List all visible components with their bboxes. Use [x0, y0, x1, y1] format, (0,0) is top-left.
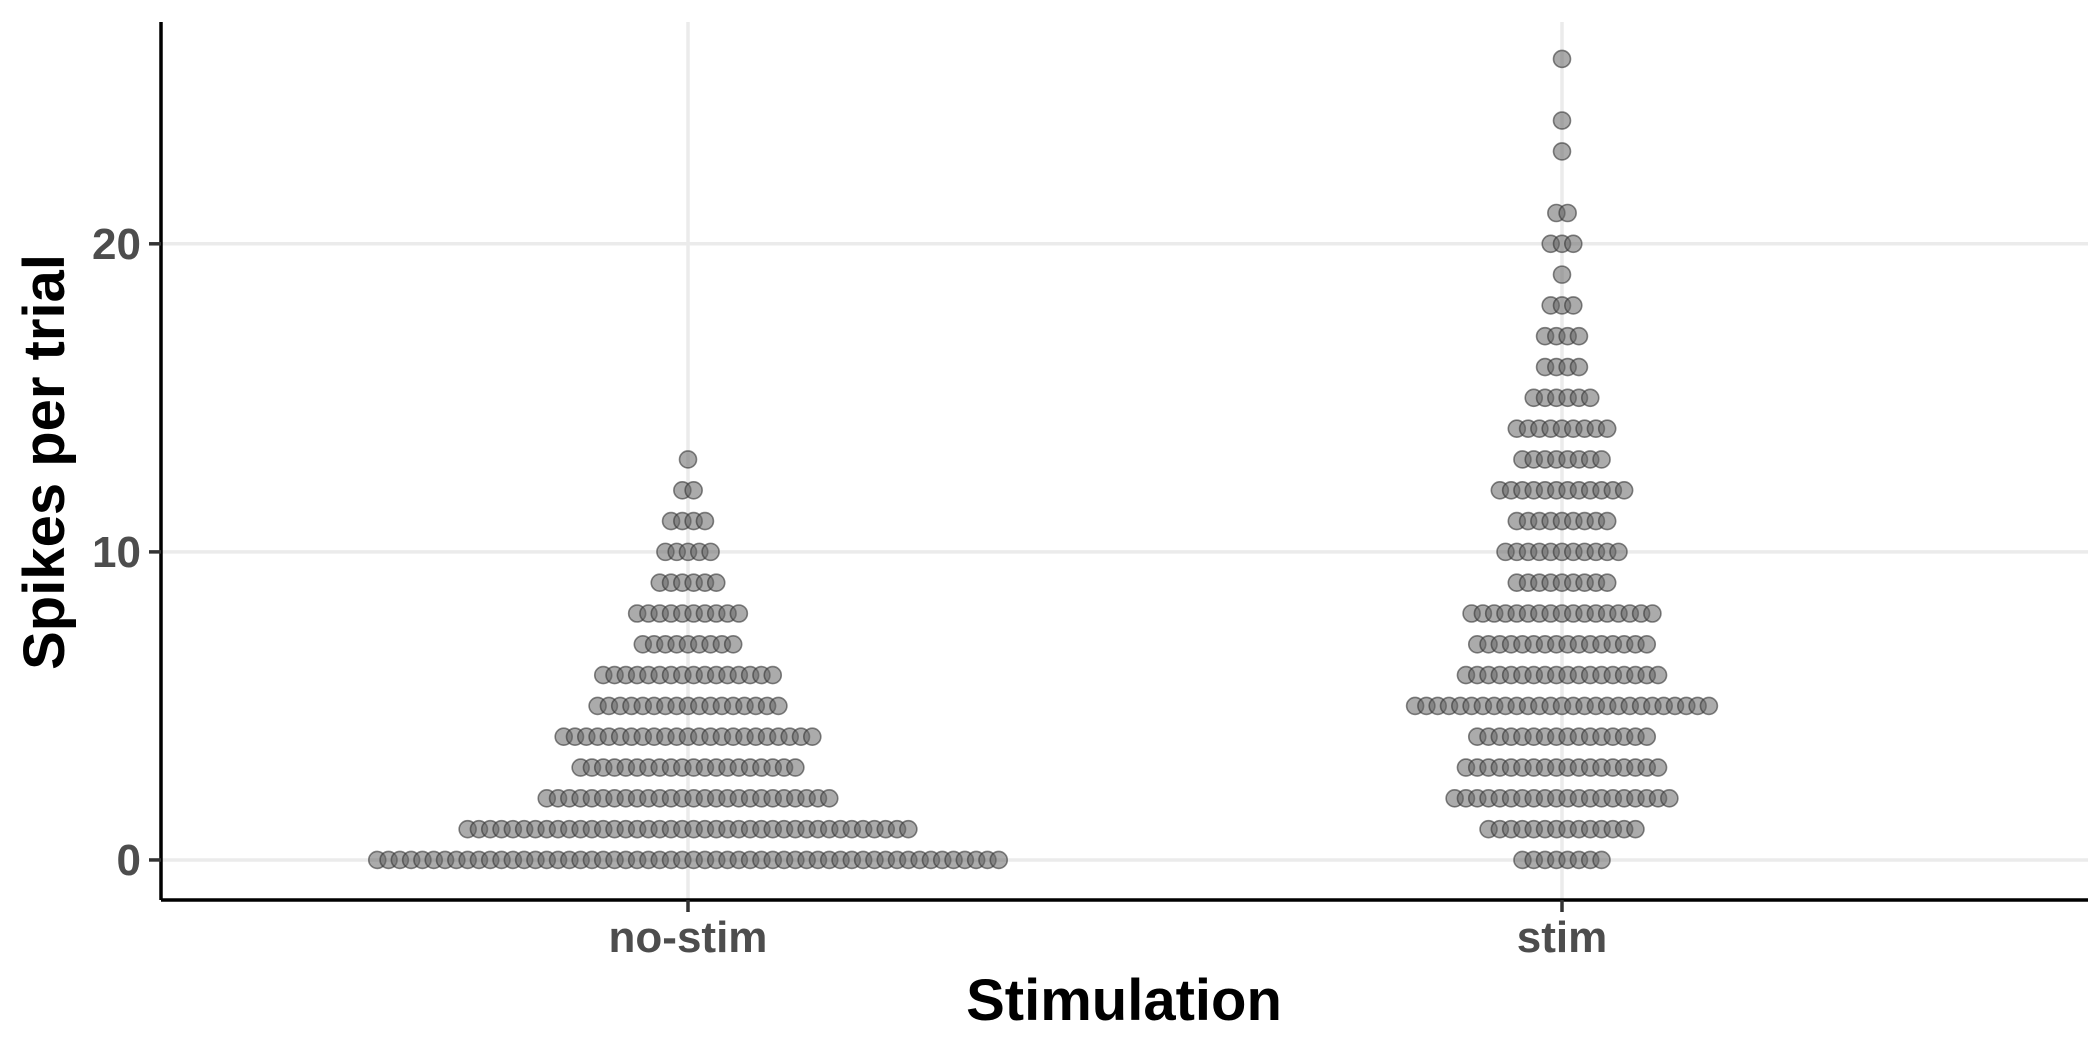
data-point [723, 634, 743, 654]
data-point [1564, 234, 1583, 254]
data-point [1597, 419, 1617, 438]
data-point [684, 480, 703, 500]
data-point [701, 542, 720, 562]
data-point [1592, 850, 1611, 870]
data-point [1637, 634, 1657, 654]
data-point [1552, 49, 1572, 69]
x-axis-ticks: no-stim stim [609, 900, 1607, 962]
data-point [1660, 789, 1679, 808]
data-point [1552, 265, 1572, 284]
data-point [802, 727, 822, 747]
data-point [1609, 542, 1628, 562]
data-point [763, 665, 783, 685]
data-point [819, 789, 839, 808]
y-tick-label: 0 [117, 836, 141, 885]
data-point [769, 696, 788, 716]
data-point [1614, 480, 1634, 500]
y-tick-label: 10 [92, 528, 141, 577]
data-point [1648, 665, 1668, 685]
data-point [1637, 727, 1657, 747]
data-point [1597, 573, 1617, 592]
data-point [989, 850, 1009, 870]
data-point [1592, 450, 1611, 469]
data-point [695, 511, 715, 531]
x-tick-label: no-stim [609, 913, 768, 962]
y-axis-title: Spikes per trial [12, 254, 77, 670]
data-point [1558, 203, 1577, 223]
data-point [1648, 758, 1668, 777]
y-tick-label: 20 [92, 220, 141, 269]
data-point [1569, 326, 1589, 346]
data-point [1552, 111, 1572, 130]
data-point [786, 758, 805, 777]
data-point [1626, 819, 1645, 839]
data-point [706, 573, 726, 592]
data-point [899, 819, 918, 839]
data-point [1569, 357, 1589, 377]
data-point [678, 450, 698, 469]
gridlines [161, 22, 2088, 900]
data-point [1552, 142, 1572, 161]
data-point [1580, 388, 1600, 408]
data-point [729, 604, 749, 623]
x-tick-label: stim [1517, 913, 1607, 962]
x-axis-title: Stimulation [966, 968, 1282, 1033]
data-point [1699, 696, 1719, 716]
data-points [367, 49, 1719, 870]
data-point [1564, 296, 1583, 315]
data-point [1643, 604, 1662, 623]
data-point [1597, 511, 1617, 531]
y-axis-ticks: 0 10 20 [92, 220, 161, 885]
